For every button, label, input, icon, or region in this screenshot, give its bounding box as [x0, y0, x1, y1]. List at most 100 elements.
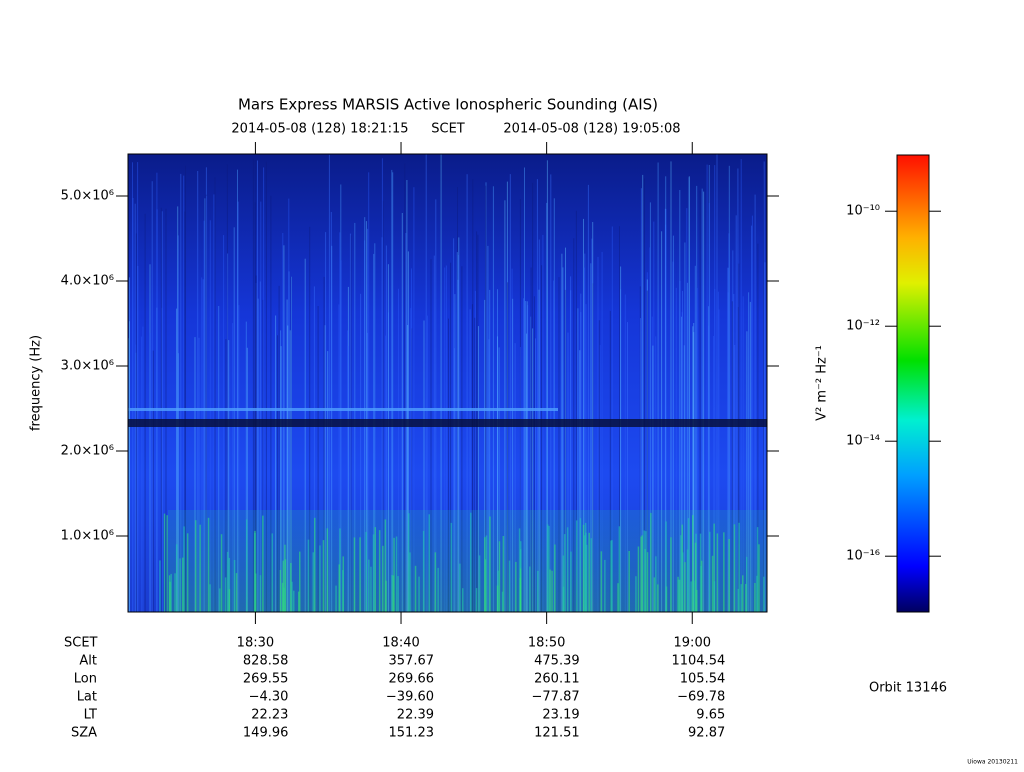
texture-stripe [727, 292, 729, 612]
texture-stripe [423, 320, 425, 612]
x-tick-label: 18:50 [528, 636, 565, 651]
texture-stripe [751, 215, 753, 612]
texture-stripe [257, 298, 259, 612]
texture-stripe [577, 308, 579, 612]
texture-stripe [382, 200, 384, 612]
texture-stripe [504, 200, 506, 613]
texture-stripe [737, 168, 739, 612]
texture-stripe [511, 268, 513, 612]
texture-stripe [567, 332, 569, 612]
texture-stripe [670, 161, 672, 612]
texture-stripe [716, 154, 718, 613]
texture-stripe [246, 347, 248, 612]
texture-stripe [497, 289, 498, 612]
texture-stripe [433, 255, 435, 612]
texture-stripe [684, 242, 686, 612]
texture-stripe [197, 171, 199, 612]
texture-stripe [204, 198, 206, 613]
y-tick-label: 4.0×10⁶ [61, 273, 114, 288]
texture-stripe [184, 211, 186, 612]
texture-stripe [205, 194, 207, 612]
texture-stripe [288, 198, 290, 612]
texture-stripe [550, 174, 552, 612]
texture-stripe [713, 336, 714, 612]
ephemeris-value: −39.60 [386, 690, 434, 705]
texture-stripe [530, 316, 532, 612]
texture-stripe [708, 325, 710, 612]
texture-stripe [763, 169, 764, 612]
texture-stripe [373, 253, 375, 612]
texture-stripe [237, 201, 239, 612]
ephemeris-value: 828.58 [243, 654, 289, 669]
texture-stripe [277, 335, 278, 612]
texture-stripe [427, 315, 428, 612]
ephemeris-value: 149.96 [243, 726, 289, 741]
texture-stripe [201, 277, 203, 612]
texture-stripe [156, 307, 158, 612]
y-tick-label: 1.0×10⁶ [61, 529, 114, 544]
texture-stripe [387, 312, 389, 612]
texture-stripe [280, 346, 282, 612]
texture-stripe [485, 182, 487, 613]
texture-stripe [275, 315, 277, 612]
texture-stripe [237, 169, 238, 612]
y-axis-label: frequency (Hz) [29, 335, 44, 431]
texture-stripe [599, 345, 601, 612]
texture-stripe [364, 217, 366, 612]
texture-stripe [453, 348, 455, 612]
texture-stripe [592, 283, 594, 612]
texture-stripe [624, 294, 626, 612]
texture-stripe [132, 198, 134, 612]
texture-stripe [693, 332, 695, 612]
ephemeris-label: Lat [77, 690, 97, 705]
time-label: SCET [431, 122, 465, 137]
texture-stripe [672, 261, 674, 612]
texture-stripe [708, 202, 710, 612]
texture-stripe [507, 282, 509, 612]
texture-stripe [156, 172, 158, 612]
colorbar [896, 154, 930, 613]
texture-stripe [444, 267, 446, 612]
texture-stripe [681, 312, 683, 612]
texture-stripe [176, 308, 178, 612]
texture-stripe [368, 172, 370, 613]
texture-stripe [527, 305, 529, 612]
texture-stripe [331, 245, 333, 613]
texture-stripe [737, 307, 739, 612]
texture-low [166, 515, 168, 612]
texture-stripe [401, 213, 403, 612]
texture-stripe [385, 245, 387, 612]
texture-stripe [651, 316, 653, 612]
texture-stripe [696, 287, 698, 612]
texture-stripe [585, 304, 587, 612]
ephemeris-value: 9.65 [696, 708, 725, 723]
texture-stripe [226, 164, 228, 612]
texture-stripe [546, 202, 548, 612]
texture-stripe [679, 281, 681, 612]
texture-stripe [347, 346, 349, 612]
texture-stripe [245, 321, 247, 612]
texture-stripe [533, 296, 535, 612]
texture-stripe [688, 177, 690, 612]
texture-stripe [381, 158, 383, 613]
end-time: 2014-05-08 (128) 19:05:08 [503, 122, 680, 137]
texture-stripe [488, 339, 490, 612]
texture-stripe [763, 161, 765, 612]
texture-stripe [587, 184, 589, 612]
texture-stripe [254, 160, 256, 612]
texture-stripe [489, 289, 491, 612]
colorbar-tick-label: 10⁻¹⁴ [846, 434, 880, 449]
texture-stripe [144, 213, 146, 613]
texture-stripe [640, 318, 641, 612]
texture-stripe [538, 289, 540, 612]
texture-stripe [448, 318, 449, 612]
texture-stripe [347, 286, 349, 612]
texture-stripe [457, 255, 459, 612]
texture-stripe [206, 196, 208, 612]
texture-stripe [699, 190, 701, 612]
ephemeris-value: 475.39 [534, 654, 580, 669]
texture-stripe [454, 294, 456, 612]
texture-stripe [466, 174, 468, 612]
texture-stripe [580, 312, 582, 612]
ephemeris-value: 269.66 [389, 672, 435, 687]
